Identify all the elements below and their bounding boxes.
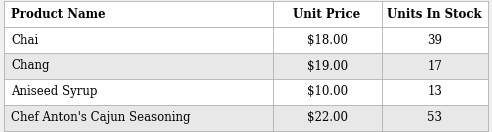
Text: 39: 39 bbox=[428, 34, 442, 47]
Text: Chai: Chai bbox=[11, 34, 38, 47]
Text: Unit Price: Unit Price bbox=[293, 8, 361, 21]
Bar bbox=[4, 53, 488, 79]
Text: Chang: Chang bbox=[11, 60, 50, 72]
Bar bbox=[4, 1, 488, 27]
Text: $22.00: $22.00 bbox=[307, 111, 347, 124]
Text: Units In Stock: Units In Stock bbox=[388, 8, 482, 21]
Bar bbox=[4, 79, 488, 105]
Text: $10.00: $10.00 bbox=[307, 85, 348, 98]
Text: 53: 53 bbox=[428, 111, 442, 124]
Text: 13: 13 bbox=[428, 85, 442, 98]
Text: Aniseed Syrup: Aniseed Syrup bbox=[11, 85, 98, 98]
Text: $19.00: $19.00 bbox=[307, 60, 348, 72]
Bar bbox=[4, 27, 488, 53]
Text: 17: 17 bbox=[428, 60, 442, 72]
Bar bbox=[4, 105, 488, 131]
Text: Chef Anton's Cajun Seasoning: Chef Anton's Cajun Seasoning bbox=[11, 111, 191, 124]
Text: Product Name: Product Name bbox=[11, 8, 106, 21]
Text: $18.00: $18.00 bbox=[307, 34, 347, 47]
